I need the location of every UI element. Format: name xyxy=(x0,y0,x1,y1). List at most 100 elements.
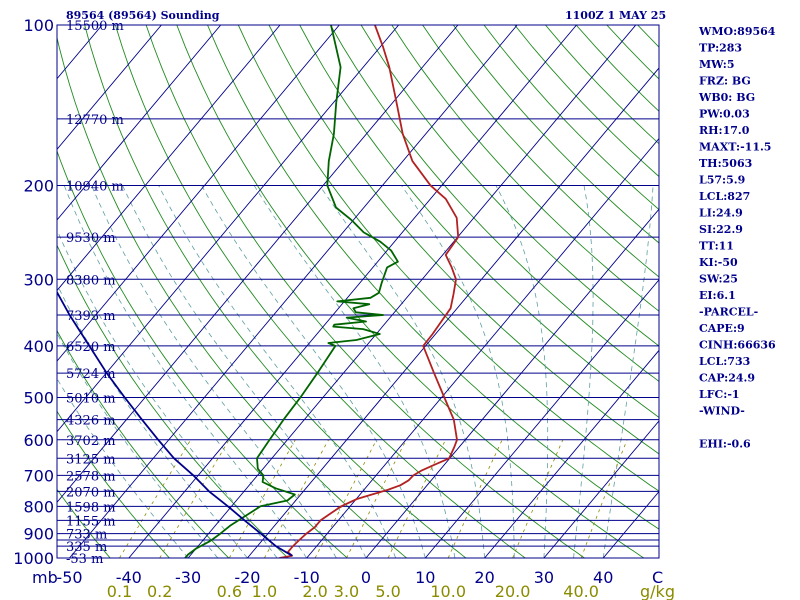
index-entry: KI:-50 xyxy=(699,256,738,269)
dry-adiabat xyxy=(391,25,659,312)
pressure-tick-label: 500 xyxy=(23,389,54,408)
index-entry: WB0: BG xyxy=(698,91,755,104)
mixing-ratio-line xyxy=(228,439,296,558)
temperature-tick-label: 0 xyxy=(361,568,371,587)
pressure-tick-label: 400 xyxy=(23,337,54,356)
background-lines xyxy=(57,25,800,569)
height-label: -53 m xyxy=(66,552,103,567)
dry-adiabat xyxy=(575,25,659,112)
isotherm xyxy=(484,349,659,558)
chart-time: 1100Z 1 MAY 25 xyxy=(565,9,666,22)
index-entry: WMO:89564 xyxy=(698,25,776,38)
dry-adiabat xyxy=(545,25,659,145)
mixing-ratio-tick-label: 1.0 xyxy=(252,582,277,600)
temperature-trace xyxy=(279,25,460,558)
index-entry: CAP:24.9 xyxy=(699,372,755,385)
height-label: 7393 m xyxy=(66,309,116,324)
pressure-tick-label: 300 xyxy=(23,270,54,289)
moist-adiabat xyxy=(253,185,456,558)
index-entry: LCL:827 xyxy=(699,190,750,203)
dewpoint-trace xyxy=(184,25,399,558)
dry-adiabat xyxy=(207,25,659,530)
y-axis-unit: mb xyxy=(32,568,58,587)
dry-adiabat xyxy=(237,25,659,492)
dry-adiabat xyxy=(57,244,289,558)
mixing-ratio-tick-label: 2.0 xyxy=(302,582,327,600)
mixing-ratio-tick-label: 5.0 xyxy=(375,582,400,600)
dry-adiabat xyxy=(57,488,111,558)
index-entry: PW:0.03 xyxy=(699,108,750,121)
dry-adiabat xyxy=(57,35,408,558)
pressure-tick-label: 700 xyxy=(23,466,54,485)
mixing-ratio-tick-label: 20.0 xyxy=(495,582,531,600)
dry-adiabat xyxy=(791,25,800,569)
dry-adiabat xyxy=(760,25,800,569)
sounding-traces xyxy=(57,25,460,558)
mixing-ratio-tick-label: 0.1 xyxy=(107,582,132,600)
temperature-tick-label: -10 xyxy=(294,568,320,587)
height-label: 9530 m xyxy=(66,231,116,246)
isotherm xyxy=(128,25,577,558)
index-entry: MAXT:-11.5 xyxy=(699,141,771,154)
dry-adiabat xyxy=(57,329,230,558)
isotherm xyxy=(57,25,459,503)
isotherm xyxy=(365,208,659,558)
height-label: 3702 m xyxy=(66,434,116,449)
height-label: 1598 m xyxy=(66,500,116,515)
temperature-tick-label: 20 xyxy=(474,568,494,587)
isotherm xyxy=(424,279,659,558)
index-entry: MW:5 xyxy=(699,58,735,71)
dry-adiabat xyxy=(360,25,659,347)
parcel-trace xyxy=(57,290,293,557)
mixing-ratio-tick-label: 0.6 xyxy=(217,582,242,600)
mixing-ratio-tick-label: 3.0 xyxy=(334,582,359,600)
pressure-tick-label: 100 xyxy=(23,16,54,35)
isotherm xyxy=(187,25,637,558)
dry-adiabat xyxy=(330,25,659,382)
mixing-ratio-tick-label: 0.2 xyxy=(147,582,172,600)
isotherm xyxy=(247,67,659,558)
mixing-ratio-tick-label: 40.0 xyxy=(563,582,599,600)
height-label: 733 m xyxy=(66,528,107,543)
index-entry: FRZ: BG xyxy=(699,75,751,88)
height-label: 12770 m xyxy=(66,113,124,128)
dry-adiabat xyxy=(176,25,645,558)
pressure-tick-label: 800 xyxy=(23,497,54,516)
height-label: 4326 m xyxy=(66,414,116,429)
height-label: 2070 m xyxy=(66,485,116,500)
index-entry: EI:6.1 xyxy=(699,289,736,302)
isotherm xyxy=(57,25,340,362)
mixing-ratio-unit: g/kg xyxy=(640,582,675,600)
temperature-tick-label: 10 xyxy=(415,568,435,587)
temperature-tick-label: 30 xyxy=(534,568,554,587)
height-label: 15500 m xyxy=(66,19,124,34)
height-label: 10940 m xyxy=(66,179,124,194)
index-entry: TH:5063 xyxy=(699,157,752,170)
index-entry: TT:11 xyxy=(699,240,734,253)
pressure-tick-label: 900 xyxy=(23,525,54,544)
index-entry: LFC:-1 xyxy=(699,388,740,401)
dry-adiabat xyxy=(422,25,659,278)
plot-frame xyxy=(56,24,660,559)
dry-adiabat xyxy=(514,25,659,178)
index-entry: LCL:733 xyxy=(699,355,750,368)
dry-adiabat xyxy=(145,25,586,558)
dry-adiabat xyxy=(84,25,467,558)
pressure-tick-label: 1000 xyxy=(13,549,54,568)
temperature-tick-label: -30 xyxy=(175,568,201,587)
mixing-ratio-line xyxy=(580,439,628,558)
height-label: 5010 m xyxy=(66,392,116,407)
moist-adiabat xyxy=(495,185,549,558)
isobars xyxy=(57,25,659,558)
height-label: 2578 m xyxy=(66,469,116,484)
index-entry: L57:5.9 xyxy=(699,174,745,187)
index-entry: -WIND- xyxy=(699,405,745,418)
isotherm xyxy=(57,25,162,151)
dry-adiabat xyxy=(57,410,171,558)
dry-adiabat xyxy=(114,25,526,558)
temperature-tick-label: -40 xyxy=(116,568,142,587)
height-label: 5724 m xyxy=(66,367,116,382)
index-entry: CINH:66636 xyxy=(699,339,776,352)
index-entry: -PARCEL- xyxy=(699,306,758,319)
